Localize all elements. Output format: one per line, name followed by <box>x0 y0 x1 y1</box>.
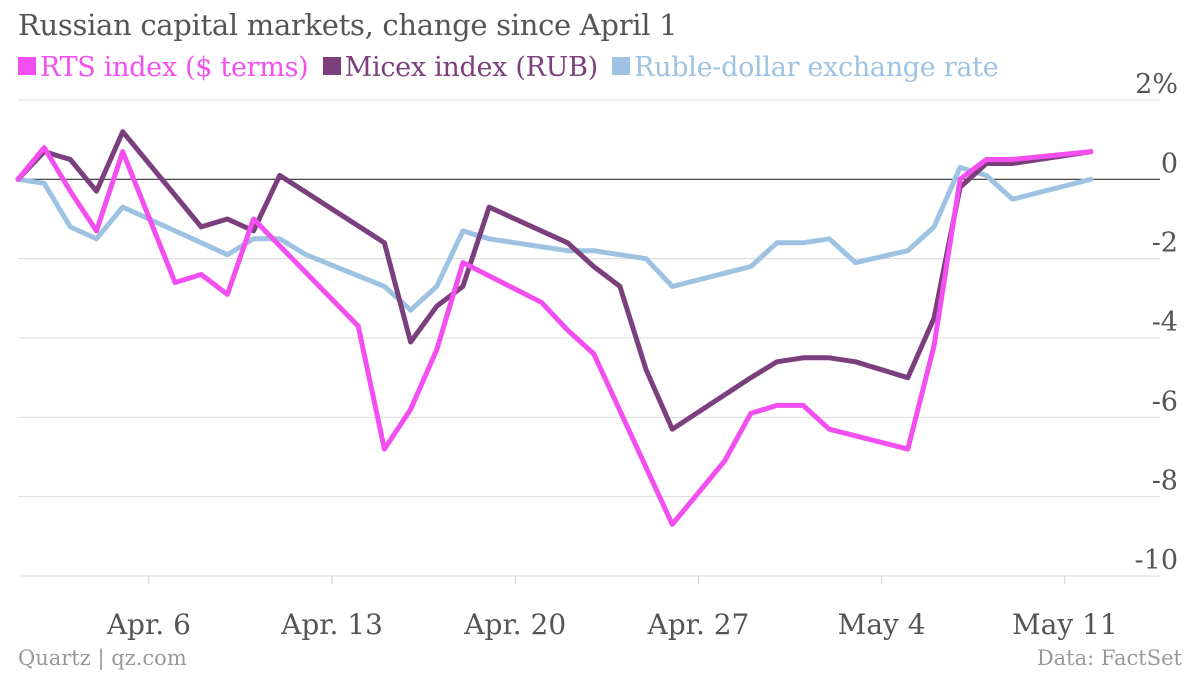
legend: RTS index ($ terms) Micex index (RUB) Ru… <box>18 52 1004 83</box>
y-axis: 2% 0 -2 -4 -6 -8 -10 <box>1135 69 1178 576</box>
legend-swatch-ruble <box>612 57 631 75</box>
x-tick-label: May 11 <box>1012 608 1118 641</box>
y-tick-label: -6 <box>1152 386 1178 417</box>
legend-label-micex: Micex index (RUB) <box>344 52 598 83</box>
legend-item-ruble: Ruble-dollar exchange rate <box>612 52 999 83</box>
series-line-rts <box>15 145 1094 527</box>
legend-label-ruble: Ruble-dollar exchange rate <box>634 52 999 83</box>
x-axis: Apr. 6 Apr. 13 Apr. 20 Apr. 27 May 4 May 11 <box>18 575 1160 641</box>
x-tick-label: May 4 <box>838 608 926 641</box>
x-tick-label: Apr. 13 <box>280 608 383 641</box>
y-tick-label: -8 <box>1152 466 1178 497</box>
y-tick-label: 0 <box>1161 148 1178 179</box>
x-tick-label: Apr. 6 <box>106 608 191 641</box>
series-line-micex <box>15 129 1094 432</box>
series-lines <box>15 129 1094 527</box>
gridlines <box>18 99 1160 577</box>
y-tick-label: -2 <box>1152 228 1178 259</box>
legend-item-micex: Micex index (RUB) <box>322 52 598 83</box>
legend-swatch-rts <box>18 57 36 75</box>
y-tick-label: 2% <box>1135 69 1178 100</box>
source-credit: Quartz | qz.com <box>18 646 187 670</box>
legend-label-rts: RTS index ($ terms) <box>40 52 309 83</box>
y-tick-label: -4 <box>1152 307 1178 338</box>
series-line-ruble <box>15 164 1094 313</box>
chart-title: Russian capital markets, change since Ap… <box>18 8 678 42</box>
data-source: Data: FactSet <box>1036 646 1182 670</box>
x-tick-label: Apr. 27 <box>646 608 749 641</box>
y-tick-label: -10 <box>1135 545 1178 576</box>
legend-item-rts: RTS index ($ terms) <box>18 52 309 83</box>
legend-swatch-micex <box>322 57 341 75</box>
x-tick-label: Apr. 20 <box>463 608 566 641</box>
